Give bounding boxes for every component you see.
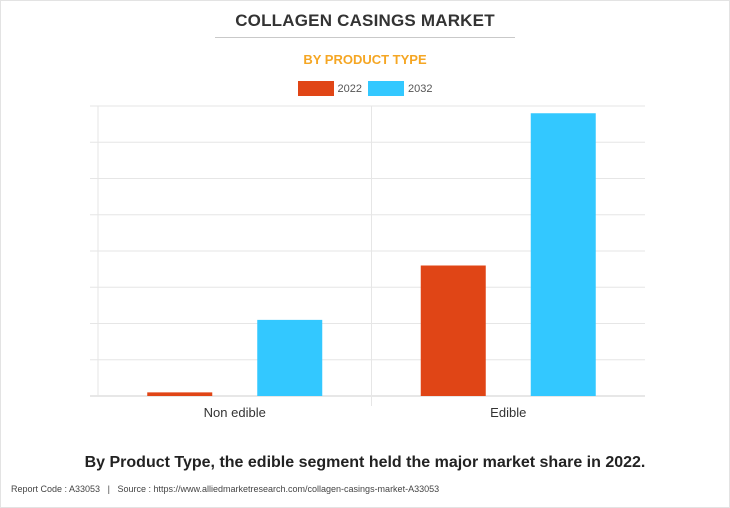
bar-2022-edible: [420, 265, 486, 396]
legend-swatch-2032: [368, 81, 404, 96]
x-tick-label: Non edible: [204, 405, 266, 420]
chart-caption: By Product Type, the edible segment held…: [84, 454, 646, 471]
chart-subtitle: BY PRODUCT TYPE: [303, 52, 427, 67]
legend-label-2032: 2032: [408, 82, 433, 95]
bar-2032-non-edible: [257, 319, 323, 396]
legend-item-2032[interactable]: 2032: [368, 81, 432, 96]
x-tick-label: Edible: [490, 405, 526, 420]
legend-item-2022[interactable]: 2022: [297, 81, 362, 96]
title-divider: [215, 37, 515, 38]
chart-title: COLLAGEN CASINGS MARKET: [235, 11, 495, 30]
source-text: Source : https://www.alliedmarketresearc…: [117, 484, 440, 494]
footer-separator: |: [107, 484, 110, 494]
legend: 2022 2032: [0, 81, 730, 96]
bar-2032-edible: [530, 113, 596, 396]
legend-label-2022: 2022: [337, 82, 362, 95]
report-code: Report Code : A33053: [11, 484, 101, 494]
footer: Report Code : A33053 | Source : https://…: [11, 484, 439, 494]
bar-2022-non-edible: [147, 392, 213, 396]
legend-swatch-2022: [297, 81, 334, 96]
